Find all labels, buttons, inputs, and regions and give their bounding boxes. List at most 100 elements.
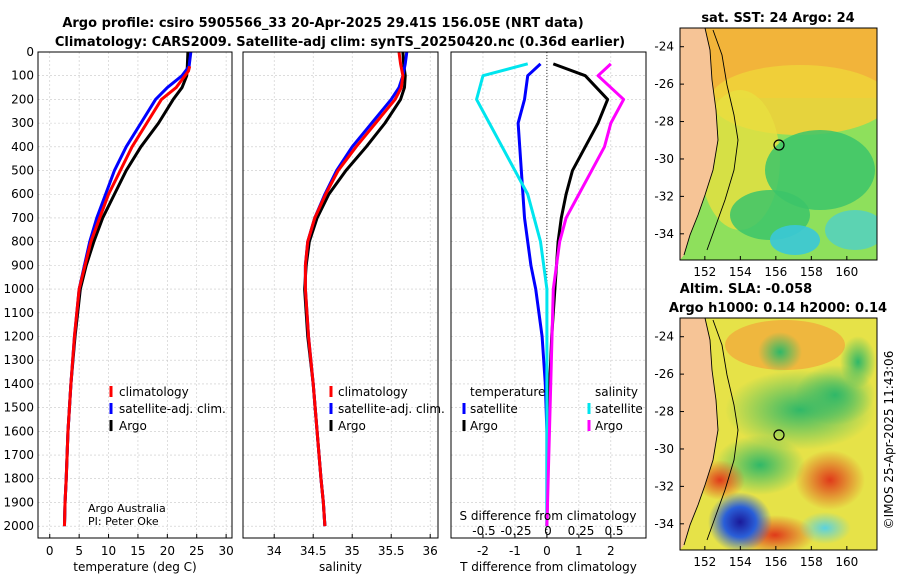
series-line-salinity-satellite (475, 62, 549, 527)
map-lon-tick-label: 158 (800, 265, 823, 279)
panel-frame (37, 51, 233, 539)
x-axis-label: T difference from climatology (459, 560, 637, 574)
profile-panel-3: -2 -1 0 1 2 T difference from climatology (450, 51, 647, 574)
timestamp: ©IMOS 25-Apr-2025 11:43:06 (882, 351, 896, 530)
map-lon-tick-label: 152 (693, 555, 716, 569)
depth-tick-label: 500 (11, 164, 34, 178)
depth-tick-label: 700 (11, 211, 34, 225)
map-lat-tick-label: -32 (654, 479, 674, 493)
panel-frame (450, 51, 647, 539)
map-lat-tick-label: -24 (654, 330, 674, 344)
legend-label-s-satellite: satellite (595, 402, 643, 416)
depth-tick-label: 1500 (3, 401, 34, 415)
depth-tick-label: 1800 (3, 472, 34, 486)
x-tick-label: 34 (267, 544, 282, 558)
s-difference-label: S difference from climatology (460, 509, 637, 523)
x-axis-label: temperature (deg C) (73, 560, 196, 574)
x-tick-label: 15 (130, 544, 145, 558)
series-line-salinity-argo (545, 62, 626, 527)
map-lat-tick-label: -30 (654, 442, 674, 456)
map-lat-tick-label: -30 (654, 152, 674, 166)
depth-tick-label: 1900 (3, 495, 34, 509)
map-lat-tick-label: -34 (654, 227, 674, 241)
depth-tick-label: 2000 (3, 519, 34, 533)
legend-label-argo: Argo (338, 419, 366, 433)
x-tick-label: 34.5 (300, 544, 327, 558)
map-lat-tick-label: -26 (654, 367, 674, 381)
depth-tick-label: 0 (26, 45, 34, 59)
depth-tick-label: 1100 (3, 306, 34, 320)
map-lon-tick-label: 160 (835, 265, 858, 279)
legend-label-satellite: satellite-adj. clim. (119, 402, 226, 416)
sst-map-title: sat. SST: 24 Argo: 24 (701, 11, 854, 26)
depth-tick-label: 400 (11, 140, 34, 154)
map-lat-tick-label: -28 (654, 405, 674, 419)
s-tick-label: 0.25 (568, 524, 595, 538)
depth-tick-label: 1300 (3, 353, 34, 367)
legend-label-satellite: satellite-adj. clim. (338, 402, 445, 416)
map-lon-tick-label: 158 (800, 555, 823, 569)
x-tick-label: 25 (189, 544, 204, 558)
x-tick-label: 20 (160, 544, 175, 558)
map-lat-tick-label: -26 (654, 77, 674, 91)
depth-tick-label: 1000 (3, 282, 34, 296)
sla-map-title2: Argo h1000: 0.14 h2000: 0.14 (669, 301, 887, 316)
map-lat-tick-label: -24 (654, 40, 674, 54)
depth-tick-label: 300 (11, 116, 34, 130)
sla-map (680, 318, 877, 550)
x-tick-label: 0 (46, 544, 54, 558)
depth-tick-label: 100 (11, 69, 34, 83)
sla-map-title1: Altim. SLA: -0.058 (680, 282, 812, 297)
map-lon-tick-label: 154 (729, 555, 752, 569)
legend-difference: temperature salinity satellite Argo sate… (462, 385, 643, 433)
legend-label-climatology: climatology (338, 385, 408, 399)
series-line-climatology (303, 51, 405, 527)
map-lat-tick-label: -32 (654, 189, 674, 203)
legend-label-s-argo: Argo (595, 419, 623, 433)
depth-tick-label: 1600 (3, 424, 34, 438)
attribution-line1: Argo Australia (88, 502, 166, 515)
series-line-temperature-argo (545, 62, 610, 527)
depth-axis: 0 100 200 300 400 500 600 700 800 900 1000 1100 1200… (3, 45, 34, 533)
series-line-climatology (62, 65, 192, 527)
sst-map (680, 28, 877, 260)
x-tick-label: 2 (607, 544, 615, 558)
depth-tick-label: 800 (11, 235, 34, 249)
s-tick-label: -0.5 (472, 524, 495, 538)
x-tick-label: 30 (218, 544, 233, 558)
x-axis-label: salinity (319, 560, 362, 574)
x-tick-label: 36 (423, 544, 438, 558)
x-tick-label: 10 (101, 544, 116, 558)
legend-label-climatology: climatology (119, 385, 189, 399)
figure-title-line2: Climatology: CARS2009. Satellite-adj cli… (55, 35, 625, 50)
s-tick-label: 0 (544, 524, 552, 538)
s-tick-label: 0.5 (604, 524, 623, 538)
legend-temperature: climatology satellite-adj. clim. Argo (109, 385, 226, 433)
attribution-line2: PI: Peter Oke (88, 515, 159, 528)
s-tick-label: -0.25 (500, 524, 531, 538)
depth-tick-label: 900 (11, 258, 34, 272)
depth-tick-label: 1200 (3, 329, 34, 343)
profile-panel-1: 0 5 10 15 20 25 30 temperature (deg C) (37, 51, 234, 574)
depth-tick-label: 600 (11, 187, 34, 201)
x-tick-label: 1 (575, 544, 583, 558)
map-lat-tick-label: -34 (654, 517, 674, 531)
map-lat-tick-label: -28 (654, 115, 674, 129)
legend-label-t-argo: Argo (470, 419, 498, 433)
map-lon-tick-label: 156 (764, 555, 787, 569)
panel-frame (242, 51, 439, 539)
figure-title-line1: Argo profile: csiro 5905566_33 20-Apr-20… (62, 16, 583, 31)
profile-panel-2: 34 34.5 35 35.5 36 salinity (242, 51, 439, 574)
x-tick-label: 35 (345, 544, 360, 558)
map-lon-tick-label: 154 (729, 265, 752, 279)
series-line-temperature-satellite (516, 62, 549, 527)
legend-label-argo: Argo (119, 419, 147, 433)
map-lon-tick-label: 152 (693, 265, 716, 279)
map-lon-tick-label: 160 (835, 555, 858, 569)
depth-tick-label: 1700 (3, 448, 34, 462)
legend-heading-temperature: temperature (470, 385, 545, 399)
legend-heading-salinity: salinity (595, 385, 638, 399)
x-tick-label: 35.5 (378, 544, 405, 558)
x-tick-label: 0 (543, 544, 551, 558)
